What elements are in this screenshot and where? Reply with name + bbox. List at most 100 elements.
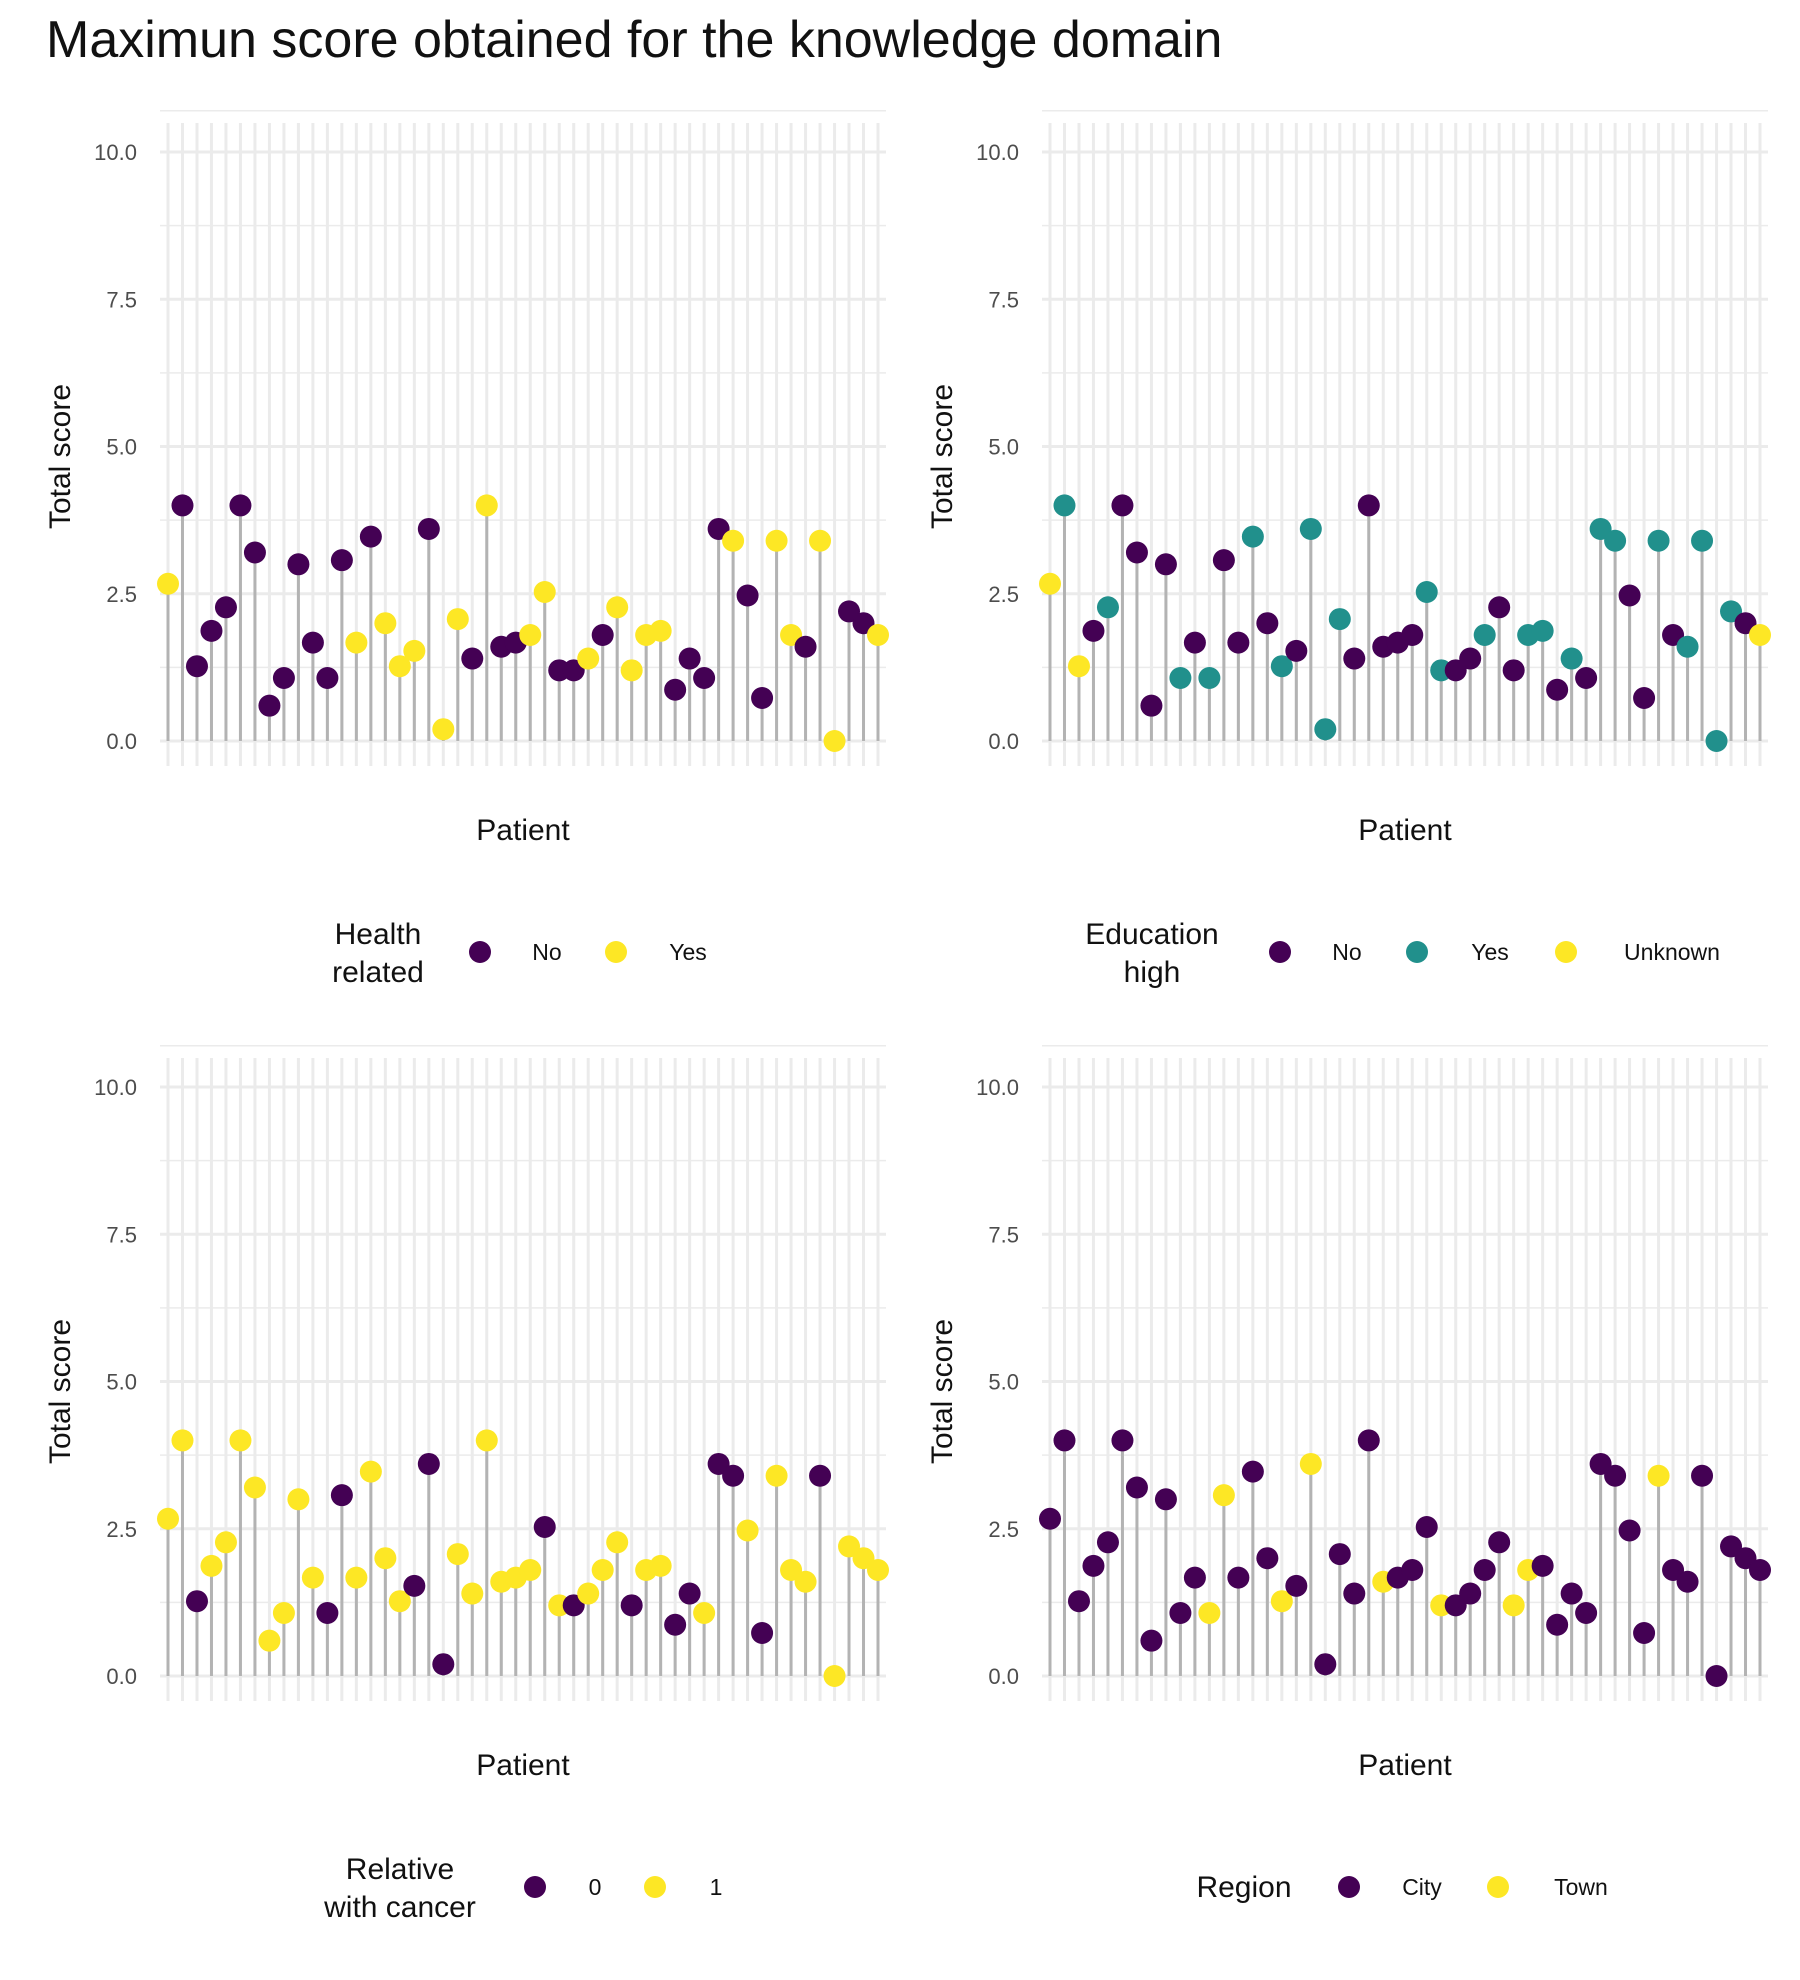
data-point: [388, 1590, 411, 1613]
data-point: [1546, 1613, 1569, 1636]
data-point: [722, 529, 745, 552]
data-point: [1039, 572, 1061, 595]
data-point: [1154, 553, 1177, 576]
legend-key: [1338, 1876, 1360, 1898]
data-point: [272, 666, 295, 689]
data-point: [1546, 678, 1569, 701]
y-tick-label: 2.5: [106, 1517, 137, 1542]
y-tick-label: 10.0: [94, 140, 137, 165]
data-point: [1473, 1558, 1496, 1581]
data-point: [1256, 612, 1279, 635]
data-point: [1125, 541, 1148, 564]
legend-title: high: [1124, 956, 1181, 989]
data-point: [287, 1488, 310, 1511]
legend-title: Education: [1085, 918, 1218, 951]
data-point: [157, 1507, 179, 1530]
y-tick-label: 10.0: [976, 1075, 1019, 1100]
data-point: [243, 541, 266, 564]
data-point: [1082, 619, 1105, 642]
data-point: [1357, 1429, 1380, 1452]
page-title: Maximun score obtained for the knowledge…: [46, 11, 1223, 69]
data-point: [765, 1464, 788, 1487]
x-axis-title: Patient: [1358, 1749, 1452, 1782]
data-point: [258, 1629, 281, 1652]
data-point: [171, 1429, 194, 1452]
y-tick-label: 0.0: [988, 729, 1019, 754]
data-point: [301, 631, 324, 654]
data-point: [1067, 655, 1090, 678]
data-point: [374, 1547, 397, 1570]
data-point: [1459, 1582, 1482, 1605]
legend-key: [644, 1876, 666, 1898]
data-point: [1169, 1601, 1192, 1624]
data-point: [432, 1653, 455, 1676]
data-point: [446, 1543, 469, 1566]
data-point: [1502, 659, 1525, 682]
data-point: [1140, 694, 1163, 717]
data-point: [1531, 1554, 1554, 1577]
data-point: [533, 1515, 556, 1538]
data-point: [185, 655, 208, 678]
data-point: [1198, 1601, 1221, 1624]
data-point: [1227, 1566, 1250, 1589]
data-point: [272, 1601, 295, 1624]
data-point: [1140, 1629, 1163, 1652]
data-point: [606, 1531, 629, 1554]
data-point: [417, 517, 440, 540]
data-point: [316, 666, 339, 689]
data-point: [519, 1558, 542, 1581]
y-tick-label: 2.5: [106, 582, 137, 607]
data-point: [751, 687, 774, 710]
data-point: [620, 1594, 643, 1617]
data-point: [403, 639, 426, 662]
data-point: [809, 529, 832, 552]
y-axis-title: Total score: [44, 384, 77, 529]
data-point: [214, 1531, 237, 1554]
y-tick-label: 5.0: [988, 435, 1019, 460]
y-tick-label: 5.0: [988, 1370, 1019, 1395]
legend-label: Town: [1554, 1874, 1608, 1900]
data-point: [171, 494, 194, 517]
data-point: [1314, 718, 1337, 741]
data-point: [374, 612, 397, 635]
data-point: [417, 1452, 440, 1475]
data-point: [794, 635, 817, 658]
data-point: [1241, 1460, 1264, 1483]
data-point: [1053, 1429, 1076, 1452]
y-tick-label: 5.0: [106, 1370, 137, 1395]
y-tick-label: 0.0: [988, 1664, 1019, 1689]
legend-key: [469, 941, 491, 963]
data-point: [1241, 525, 1264, 548]
data-point: [1212, 549, 1235, 572]
data-point: [475, 1429, 498, 1452]
data-point: [258, 694, 281, 717]
data-point: [1154, 1488, 1177, 1511]
data-point: [1749, 623, 1771, 646]
data-point: [765, 529, 788, 552]
y-tick-label: 0.0: [106, 729, 137, 754]
data-point: [1299, 1452, 1322, 1475]
chart-panel-2: 0.0 2.5 5.0 7.5 10.0 Patient Total score: [926, 110, 1771, 847]
data-point: [1691, 529, 1714, 552]
y-axis-title: Total score: [926, 384, 959, 529]
legend-key: [524, 1876, 546, 1898]
data-point: [388, 655, 411, 678]
data-point: [229, 494, 252, 517]
data-point: [432, 718, 455, 741]
legend-label: 0: [589, 1874, 602, 1900]
data-point: [301, 1566, 324, 1589]
data-point: [751, 1622, 774, 1645]
data-point: [1575, 1601, 1598, 1624]
data-point: [157, 572, 179, 595]
data-point: [243, 1476, 266, 1499]
data-point: [1401, 623, 1424, 646]
y-tick-label: 10.0: [976, 140, 1019, 165]
data-point: [446, 608, 469, 631]
data-point: [1473, 623, 1496, 646]
chart-panel-4: 0.0 2.5 5.0 7.5 10.0 Patient Total score: [926, 1045, 1771, 1782]
legend-label: Yes: [1471, 939, 1509, 965]
data-point: [736, 584, 759, 607]
data-point: [1343, 647, 1366, 670]
y-tick-label: 2.5: [988, 582, 1019, 607]
